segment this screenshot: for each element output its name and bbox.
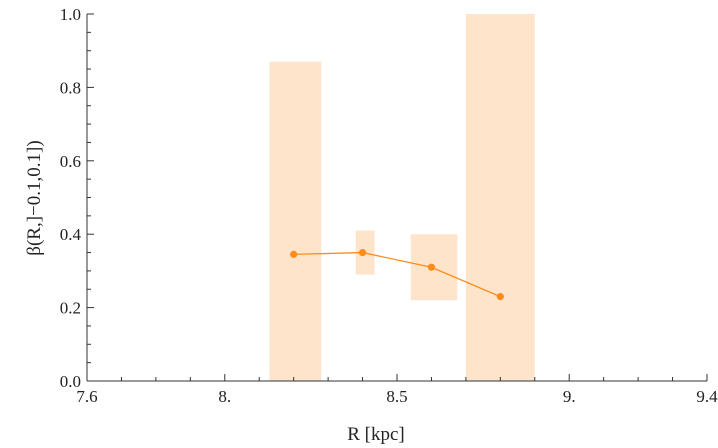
series-line-0	[293, 251, 501, 298]
data-point-0-2	[427, 263, 436, 271]
y-axis-label: β(R,]−0.1,0.1])	[24, 140, 45, 255]
x-axis-label: R [kpc]	[347, 424, 405, 445]
y-tick-label-3: 0.6	[60, 152, 81, 171]
x-tick-label-1: 8.	[218, 387, 231, 406]
axes	[86, 14, 707, 382]
x-tick-label-0: 7.6	[76, 387, 97, 406]
data-point-0-0	[290, 250, 298, 258]
y-tick-label-5: 1.0	[60, 5, 81, 24]
x-tick-label-3: 9.	[563, 387, 576, 406]
series-layer	[290, 248, 504, 301]
y-tick-label-0: 0.0	[60, 372, 81, 391]
x-tick-label-4: 9.4	[696, 387, 718, 406]
x-tick-label-2: 8.5	[386, 387, 407, 406]
y-tick-label-2: 0.4	[60, 225, 82, 244]
data-point-0-3	[496, 292, 504, 301]
ticks: 7.6 8. 8.5 9. 9.4 0.0 0.2 0.4 0.6 0.8 1.0	[60, 5, 718, 406]
error-box-0	[269, 61, 322, 382]
y-tick-label-1: 0.2	[60, 299, 81, 318]
y-tick-label-4: 0.8	[60, 78, 81, 97]
data-point-0-1	[358, 248, 367, 257]
error-box-3	[465, 14, 535, 381]
error-boxes	[269, 14, 535, 382]
